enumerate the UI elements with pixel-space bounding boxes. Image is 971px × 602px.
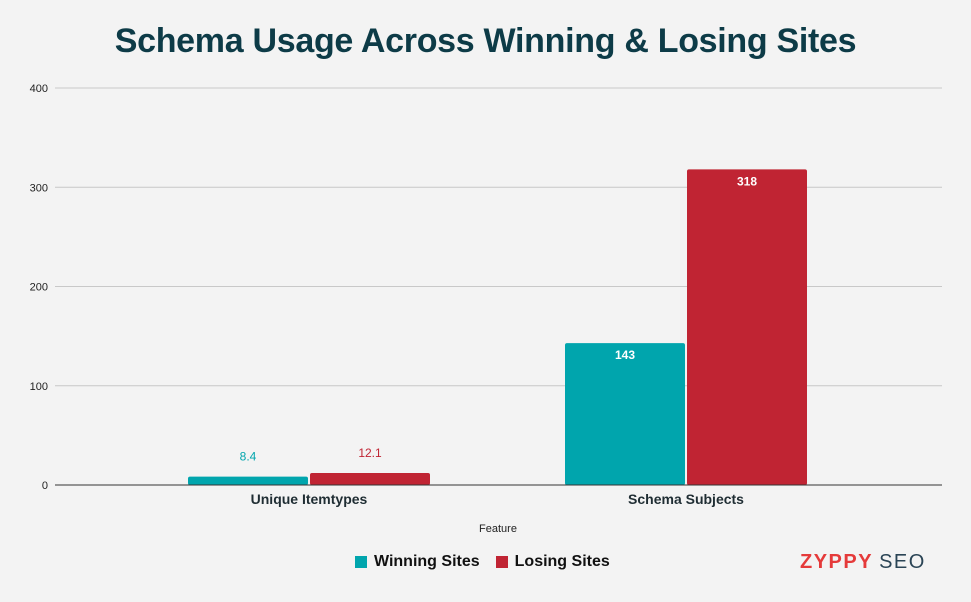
data-label-winning-sites-unique-itemtypes: 8.4 [240,450,257,464]
y-axis-ticks: 0 100 200 300 400 [30,83,48,492]
legend-item-losing-sites: Losing Sites [495,553,610,571]
legend-swatch-winning-sites [355,556,367,568]
x-axis-ticks: Unique Itemtypes Schema Subjects [251,491,745,507]
data-label-losing-sites-schema-subjects: 318 [737,174,757,188]
x-tick-label: Unique Itemtypes [251,491,368,507]
chart-title: Schema Usage Across Winning & Losing Sit… [114,22,857,60]
y-tick-label: 300 [30,182,48,194]
legend-label-winning-sites: Winning Sites [374,553,480,570]
y-tick-label: 100 [30,381,48,393]
y-tick-label: 400 [30,83,48,95]
data-label-winning-sites-schema-subjects: 143 [615,348,635,362]
legend-swatch-losing-sites [495,556,508,568]
bar-winning-sites-schema-subjects [565,343,685,485]
x-tick-label: Schema Subjects [628,491,744,507]
legend-label-losing-sites: Losing Sites [514,553,610,570]
bars [188,169,807,485]
bar-losing-sites-schema-subjects [687,169,807,485]
bar-winning-sites-unique-itemtypes [188,476,308,485]
brand-logo: ZYPPY SEO [800,551,926,574]
legend-item-winning-sites: Winning Sites [355,553,480,571]
data-labels: 8.4 12.1 143 318 [240,174,758,463]
gridlines [55,87,942,387]
brand-suffix: SEO [879,551,926,573]
y-tick-label: 200 [30,282,48,294]
legend: Winning Sites Losing Sites [355,553,626,571]
y-tick-label: 0 [42,480,48,492]
x-axis-label: Feature [479,523,517,535]
bar-losing-sites-unique-itemtypes [310,472,430,485]
brand-name: ZYPPY [800,551,874,573]
data-label-losing-sites-unique-itemtypes: 12.1 [358,446,382,460]
